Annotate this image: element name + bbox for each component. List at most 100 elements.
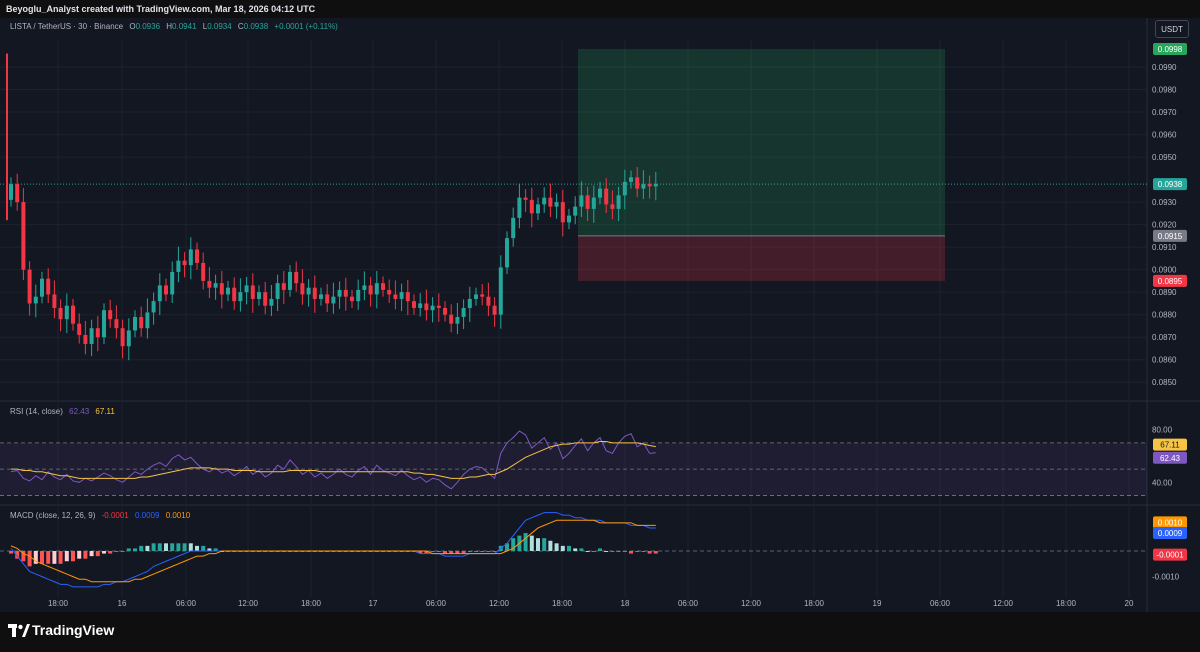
candle-body [151,301,156,313]
chart-credit-text: Beyoglu_Analyst created with TradingView… [6,4,316,14]
macd-histogram-bar [157,543,162,551]
candle-body [257,292,261,299]
candle-body [102,310,106,338]
macd-histogram-bar [83,551,88,559]
candle-body [114,319,119,329]
macd-histogram-bar [635,551,640,552]
macd-histogram-bar [480,551,485,552]
candle-body [238,292,243,302]
candle-body [52,294,57,308]
time-tick-label: 06:00 [426,599,447,608]
candle-body [523,197,528,200]
macd-legend-hist: -0.0001 [101,511,129,520]
rsi-legend[interactable]: RSI (14, close) 62.43 67.11 [10,407,115,416]
candle-body [145,312,150,329]
time-tick-label: 18 [621,599,630,608]
candle-body [474,294,478,299]
macd-histogram-bar [102,551,106,554]
symbol-title[interactable]: LISTA / TetherUS · 30 · Binance [10,22,124,31]
price-tick-label: 0.0960 [1152,131,1177,140]
macd-histogram-bar [585,551,590,552]
candle-body [610,204,615,209]
macd-histogram-bar [579,548,584,551]
time-tick-label: 18:00 [552,599,573,608]
candle-body [33,296,38,304]
macd-histogram-bar [170,543,175,551]
time-tick-label: 19 [873,599,882,608]
candle-body [27,269,32,304]
macd-histogram-bar [9,551,13,554]
macd-tick-label: -0.0010 [1152,573,1180,582]
candle-body [629,177,633,182]
time-tick-label: 12:00 [489,599,510,608]
candles-group [9,166,658,361]
candle-body [412,301,416,308]
tradingview-brand[interactable]: TradingView [32,622,115,638]
candle-body [263,292,268,306]
macd-histogram-bar [71,551,75,562]
time-tick-label: 18:00 [804,599,825,608]
macd-histogram-bar [443,551,447,554]
candle-body [195,249,199,263]
profit-zone [578,49,945,236]
macd-histogram-bar [108,551,113,554]
macd-histogram-bar [529,535,534,551]
macd-histogram-bar [64,551,69,562]
open-value: 0.0936 [135,22,161,31]
price-tick-label: 0.0900 [1152,266,1177,275]
candle-body [133,316,137,331]
macd-legend-name: MACD (close, 12, 26, 9) [10,511,96,520]
macd-histogram-bar [27,551,32,567]
candle-body [405,292,410,302]
candle-body [387,289,392,295]
candle-body [15,184,20,203]
candle-body [486,296,491,306]
time-tick-label: 06:00 [930,599,951,608]
candle-body [622,181,627,196]
candle-body [579,195,584,207]
rsi-ma-tag-bg [1153,438,1187,451]
candle-body [362,285,367,290]
close-value: 0.0938 [243,22,269,31]
macd-histogram-bar [139,545,144,551]
macd-histogram-bar [486,551,491,552]
macd-value-tag: 0.0009 [1158,529,1183,538]
candle-body [350,296,354,302]
macd-histogram-bar [542,538,547,551]
rsi-value-tag: 62.43 [1160,454,1181,463]
macd-histogram-bar [424,551,429,554]
currency-button[interactable]: USDT [1155,20,1189,38]
candle-body [89,328,94,344]
candle-body [83,334,88,344]
candle-body [529,199,534,214]
macd-histogram-bar [505,543,509,551]
candle-body [275,283,280,299]
macd-histogram-bar [461,551,466,554]
candle-body [164,285,168,295]
macd-histogram-bar [492,551,497,552]
macd-histogram-bar [133,548,137,551]
entry-price-tag: 0.0915 [1158,232,1183,241]
candle-body [480,294,485,297]
candle-body [393,294,398,299]
macd-legend[interactable]: MACD (close, 12, 26, 9) -0.0001 0.0009 0… [10,511,190,520]
candle-body [641,184,646,189]
candle-body [188,249,193,266]
candle-body [424,303,429,311]
price-tick-label: 0.0910 [1152,243,1177,252]
price-chart-svg[interactable]: 0.0990 0.0980 0.0970 0.0960 0.0950 0.0930 0.09… [0,0,1200,612]
time-tick-label: 12:00 [238,599,259,608]
candle-body [319,294,323,299]
macd-histogram-bar [616,551,621,552]
chart-credit-bar: Beyoglu_Analyst created with TradingView… [0,0,1200,18]
candle-body [381,283,385,290]
candle-body [300,283,305,295]
candle-body [331,296,336,304]
macd-histogram-bar [560,545,565,551]
price-tick-label: 0.0870 [1152,333,1177,342]
take-profit-tag: 0.0998 [1158,45,1183,54]
macd-histogram-bar [201,545,206,551]
time-tick-label: 12:00 [993,599,1014,608]
candle-body [647,184,652,187]
rsi-legend-ma-value: 67.11 [95,407,115,416]
